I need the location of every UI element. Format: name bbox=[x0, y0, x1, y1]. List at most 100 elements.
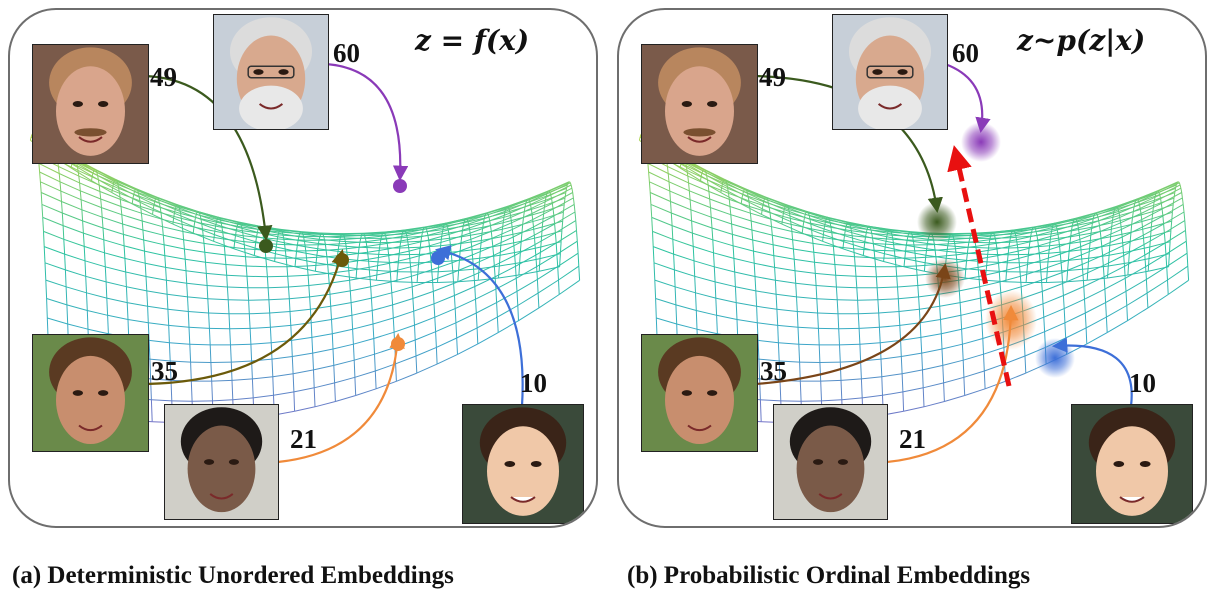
mesh-line bbox=[461, 232, 483, 238]
mesh-line bbox=[298, 240, 319, 244]
mesh-line bbox=[292, 352, 313, 357]
mesh-line bbox=[871, 232, 893, 236]
mesh-line bbox=[270, 324, 291, 328]
mesh-line bbox=[305, 250, 307, 258]
mesh-line bbox=[995, 235, 1016, 240]
mesh-line bbox=[148, 322, 169, 326]
mesh-line bbox=[1098, 220, 1100, 226]
mesh-line bbox=[415, 346, 437, 357]
mesh-line bbox=[493, 245, 515, 256]
mesh-line bbox=[771, 226, 773, 236]
mesh-line bbox=[446, 224, 448, 227]
mesh-line bbox=[673, 253, 695, 262]
mesh-line bbox=[291, 356, 294, 374]
mesh-line bbox=[484, 213, 487, 216]
mesh-line bbox=[667, 173, 689, 184]
embedding-point-35 bbox=[335, 253, 349, 267]
mesh-line bbox=[1119, 207, 1141, 218]
mesh-line bbox=[448, 234, 451, 240]
mesh-line bbox=[327, 273, 330, 284]
gaussian-embedding-10 bbox=[1035, 338, 1075, 378]
mesh-line bbox=[519, 241, 522, 252]
mesh-line bbox=[469, 220, 490, 229]
mesh-line bbox=[1034, 222, 1055, 228]
mesh-line bbox=[1072, 217, 1094, 224]
mesh-line bbox=[748, 200, 751, 207]
mesh-line bbox=[302, 233, 304, 237]
mesh-line bbox=[63, 238, 85, 247]
mesh-line bbox=[1164, 220, 1186, 234]
mesh-line bbox=[1165, 240, 1187, 255]
mesh-line bbox=[797, 327, 800, 345]
mesh-line bbox=[144, 250, 165, 257]
mesh-line bbox=[1157, 190, 1160, 193]
mesh-line bbox=[687, 176, 690, 183]
face-photo-35 bbox=[641, 334, 758, 452]
mesh-line bbox=[38, 162, 60, 174]
mesh-line bbox=[289, 311, 292, 326]
mesh-line bbox=[1137, 190, 1159, 201]
mesh-line bbox=[1047, 253, 1050, 262]
mesh-line bbox=[935, 248, 956, 251]
mesh-line bbox=[726, 184, 729, 189]
mesh-line bbox=[1027, 261, 1049, 264]
mesh-line bbox=[726, 181, 747, 191]
mesh-line bbox=[778, 360, 781, 381]
mesh-line bbox=[1073, 218, 1075, 221]
mesh-line bbox=[860, 378, 863, 398]
mesh-line bbox=[1121, 236, 1124, 246]
mesh-line bbox=[423, 226, 426, 229]
mesh-line bbox=[1159, 184, 1181, 196]
mesh-line bbox=[757, 340, 760, 360]
mesh-line bbox=[773, 255, 776, 268]
mesh-line bbox=[1031, 227, 1034, 230]
mesh-line bbox=[442, 226, 445, 230]
mesh-line bbox=[258, 225, 261, 228]
mesh-line bbox=[86, 310, 89, 330]
mesh-line bbox=[407, 244, 410, 252]
mesh-line bbox=[117, 184, 139, 194]
mesh-line bbox=[518, 262, 521, 276]
mesh-line bbox=[747, 195, 769, 204]
mesh-line bbox=[955, 254, 958, 263]
mesh-line bbox=[804, 214, 806, 218]
mesh-line bbox=[1037, 245, 1040, 253]
mesh-line bbox=[214, 234, 235, 243]
mesh-line bbox=[339, 235, 342, 238]
mesh-line bbox=[475, 299, 477, 314]
mesh-line bbox=[157, 197, 179, 206]
mesh-line bbox=[671, 225, 693, 234]
mesh-line bbox=[752, 239, 754, 252]
mesh-line bbox=[1164, 243, 1167, 255]
mesh-line bbox=[220, 223, 223, 228]
mesh-line bbox=[1161, 197, 1183, 210]
mesh-line bbox=[849, 223, 871, 229]
mesh-line bbox=[841, 397, 863, 401]
mesh-line bbox=[979, 298, 982, 311]
mesh-line bbox=[487, 214, 490, 218]
mesh-line bbox=[689, 190, 710, 200]
mesh-line bbox=[219, 217, 241, 224]
mesh-line bbox=[140, 213, 143, 222]
mesh-line bbox=[1017, 245, 1039, 252]
mesh-line bbox=[1185, 241, 1188, 254]
mesh-line bbox=[391, 286, 413, 294]
age-label-60: 60 bbox=[333, 38, 360, 68]
mesh-line bbox=[791, 231, 794, 240]
mesh-line bbox=[495, 277, 517, 290]
mesh-line bbox=[67, 323, 89, 330]
mesh-line bbox=[1109, 251, 1130, 256]
mesh-line bbox=[294, 258, 297, 267]
mesh-line bbox=[834, 264, 837, 276]
mesh-line bbox=[730, 214, 733, 225]
mesh-line bbox=[498, 265, 500, 279]
mesh-line bbox=[222, 232, 225, 240]
mesh-line bbox=[41, 204, 44, 218]
mesh-line bbox=[40, 192, 62, 202]
mesh-line bbox=[1094, 212, 1096, 214]
mesh-line bbox=[537, 266, 558, 280]
mesh-line bbox=[1167, 265, 1189, 281]
mesh-line bbox=[229, 328, 231, 345]
mesh-line bbox=[165, 266, 187, 272]
mesh-line bbox=[392, 304, 394, 319]
